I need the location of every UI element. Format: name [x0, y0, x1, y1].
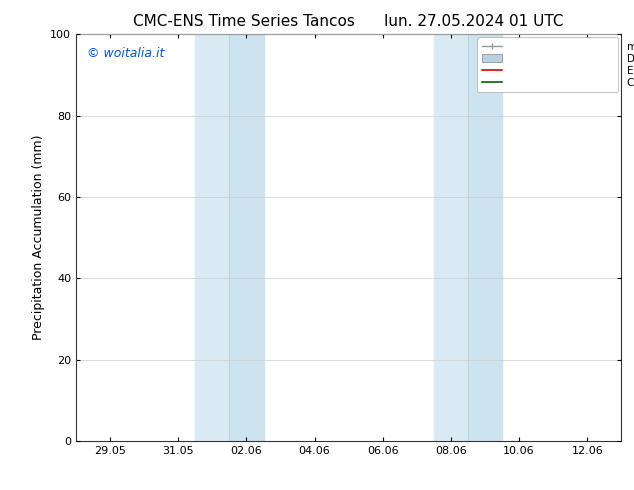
Bar: [434, 34, 468, 441]
Bar: [195, 34, 230, 441]
Text: © woitalia.it: © woitalia.it: [87, 47, 164, 59]
Legend: min/max, Deviazione standard, Ensemble mean run, Controll run: min/max, Deviazione standard, Ensemble m…: [477, 37, 618, 92]
Bar: [468, 34, 502, 441]
Title: CMC-ENS Time Series Tancos      lun. 27.05.2024 01 UTC: CMC-ENS Time Series Tancos lun. 27.05.20…: [133, 14, 564, 29]
Y-axis label: Precipitation Accumulation (mm): Precipitation Accumulation (mm): [32, 135, 44, 341]
Bar: [230, 34, 264, 441]
